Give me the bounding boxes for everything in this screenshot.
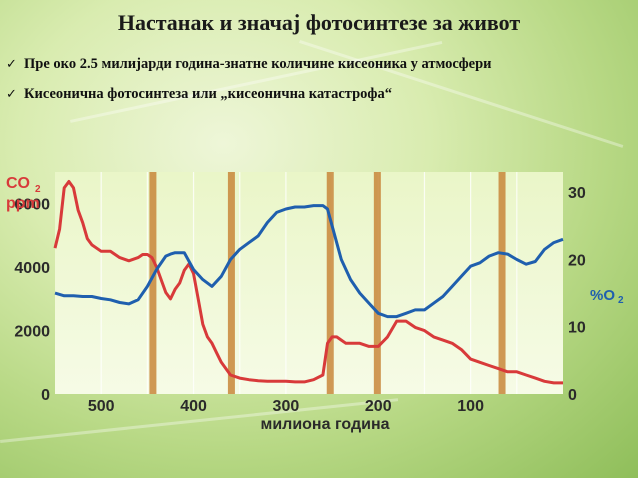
left-tick-label: 2000: [14, 324, 50, 341]
event-band: [373, 172, 381, 394]
checkmark-icon: ✓: [6, 57, 17, 72]
o2-series-line: [54, 204, 564, 319]
x-tick-label: 300: [273, 398, 300, 415]
x-tick-label: 200: [365, 398, 392, 415]
event-band: [227, 172, 235, 394]
right-tick-label: 0: [568, 387, 577, 404]
left-tick-label: 4000: [14, 260, 50, 277]
bullet-item: ✓ Пре око 2.5 милијарди година-знатне кол…: [6, 56, 492, 73]
bullet-text: Кисеонична фотосинтеза или „кисеонична к…: [24, 86, 392, 102]
left-axis-label: CO: [6, 175, 30, 192]
left-axis-unit: ppm: [6, 195, 40, 212]
x-tick-label: 100: [457, 398, 484, 415]
x-axis-label: милиона година: [260, 416, 389, 433]
bullet-text: Пре око 2.5 милијарди година-знатне коли…: [24, 56, 492, 72]
bullet-item: ✓ Кисеонична фотосинтеза или „кисеонична …: [6, 86, 392, 103]
slide-title: Настанак и значај фотосинтезе за живот: [117, 10, 521, 35]
co2-series-line: [53, 180, 563, 385]
right-axis-label: %O: [590, 287, 615, 304]
leaf-vein: [70, 40, 443, 123]
event-band: [326, 172, 334, 394]
left-tick-label: 0: [41, 387, 50, 404]
left-axis-label-sub: 2: [35, 184, 41, 195]
left-tick-label: 6000: [14, 197, 50, 214]
x-tick-label: 400: [180, 398, 207, 415]
right-tick-label: 20: [568, 252, 586, 269]
right-axis-label-sub: 2: [618, 295, 624, 306]
right-tick-label: 10: [568, 320, 586, 337]
right-tick-label: 30: [568, 185, 586, 202]
plot-area: [55, 172, 563, 394]
checkmark-icon: ✓: [6, 87, 17, 102]
event-band: [498, 172, 506, 394]
event-band: [149, 172, 157, 394]
x-tick-label: 500: [88, 398, 115, 415]
